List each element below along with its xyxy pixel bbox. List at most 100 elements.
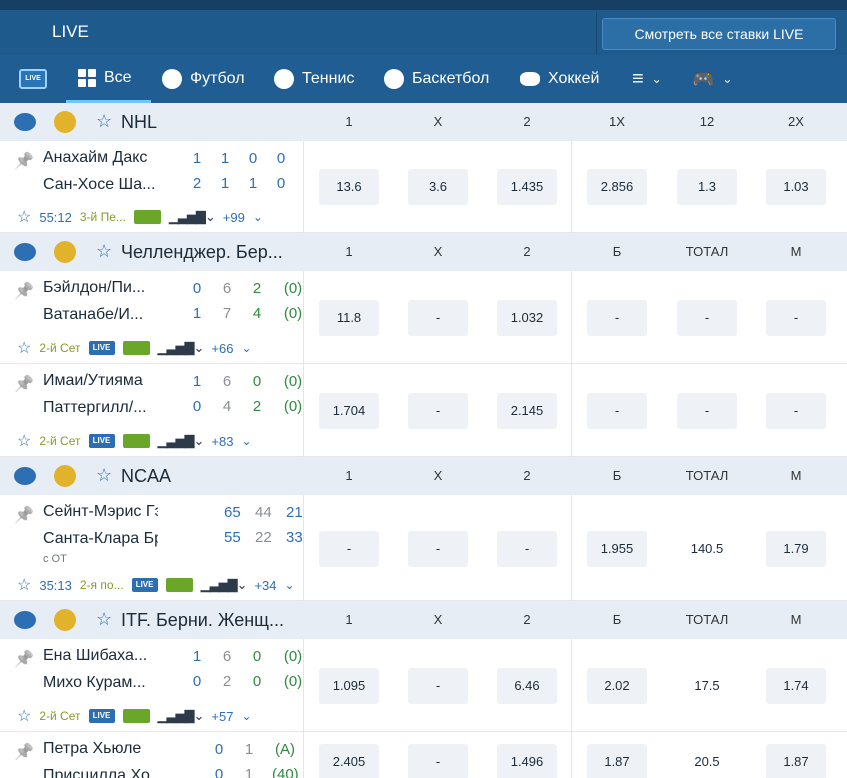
field-icon[interactable] <box>122 341 150 355</box>
odds-cell[interactable]: 1.74 <box>766 667 826 704</box>
field-icon[interactable] <box>122 434 150 448</box>
odds-cell[interactable]: 13.6 <box>319 169 379 205</box>
odds-cell[interactable]: - <box>408 299 468 336</box>
more-markets-link[interactable]: +34 <box>254 577 277 593</box>
odds-cell[interactable]: - <box>319 530 379 567</box>
stats-icon[interactable]: ▁▃▅▇⌄ <box>157 708 205 723</box>
favorite-star-icon[interactable]: ☆ <box>17 433 32 450</box>
odds-cell[interactable]: 1.955 <box>587 530 647 567</box>
column-header: М <box>790 244 802 259</box>
pin-icon[interactable]: 📌 <box>14 153 34 170</box>
odds-cell[interactable]: 140.5 <box>690 540 724 556</box>
odds-cell[interactable]: 6.46 <box>497 667 557 704</box>
odds-cell[interactable]: 1.032 <box>497 299 557 336</box>
pin-icon[interactable]: 📌 <box>14 744 34 761</box>
odds-cell[interactable]: 2.405 <box>319 744 379 778</box>
odds-cell[interactable]: 1.095 <box>319 667 379 704</box>
odds-cell[interactable]: - <box>766 299 826 336</box>
nav-tab-all[interactable]: Все <box>66 55 151 103</box>
column-header: 2 <box>523 612 531 627</box>
nav-tab-football[interactable]: Футбол <box>162 55 245 103</box>
favorite-star-icon[interactable]: ☆ <box>96 609 113 629</box>
favorite-star-icon[interactable]: ☆ <box>17 209 32 226</box>
more-markets-link[interactable]: +99 <box>222 209 245 225</box>
favorite-star-icon[interactable]: ☆ <box>96 241 113 261</box>
nav-tab-hockey-label: Хоккей <box>548 70 600 87</box>
odds-cell[interactable]: - <box>677 392 737 429</box>
odds-cell[interactable]: 2.02 <box>587 667 647 704</box>
team-2-name: Ватанабе/И... <box>43 306 144 323</box>
odds-cell[interactable]: 1.87 <box>587 744 647 778</box>
live-stream-icon[interactable]: LIVE <box>131 578 158 592</box>
pin-icon[interactable]: 📌 <box>14 376 34 393</box>
odds-cell[interactable]: 17.5 <box>694 677 720 693</box>
match-row[interactable]: 📌 Анахайм Дакс Сан-Хосе Ша... 1 1 0 0 2 1 1 0 ☆ 55:1… <box>0 141 847 233</box>
odds-cell[interactable]: - <box>766 392 826 429</box>
odds-cell[interactable]: - <box>408 392 468 429</box>
favorite-star-icon[interactable]: ☆ <box>17 708 32 725</box>
odds-cell[interactable]: - <box>587 392 647 429</box>
live-stream-icon[interactable]: LIVE <box>88 341 115 355</box>
chevron-down-icon[interactable]: ⌄ <box>241 341 252 355</box>
team-1-name: Петра Хьюле <box>43 740 142 757</box>
odds-cell[interactable]: 2.145 <box>497 392 557 429</box>
odds-cell[interactable]: 2.856 <box>587 169 647 205</box>
favorite-star-icon[interactable]: ☆ <box>17 340 32 357</box>
match-row[interactable]: 📌 Бэйлдон/Пи... Ватанабе/И... 0 6 2 (0) 1 7 4 (0) ☆… <box>0 271 847 364</box>
odds-cell[interactable]: - <box>408 667 468 704</box>
match-row[interactable]: 📌 Имаи/Утияма Паттергилл/... 1 6 0 (0) 0 4 2 (0) ☆ 2… <box>0 364 847 457</box>
odds-cell[interactable]: 1.03 <box>766 169 826 205</box>
chevron-down-icon[interactable]: ⌄ <box>241 434 252 448</box>
odds-cell[interactable]: 1.87 <box>766 744 826 778</box>
score-team-2: 7 <box>222 305 232 322</box>
column-header: 1 <box>345 612 353 627</box>
field-icon[interactable] <box>165 578 193 592</box>
more-markets-link[interactable]: +66 <box>211 340 234 356</box>
field-icon[interactable] <box>122 709 150 723</box>
nav-tab-basketball[interactable]: Баскетбол <box>384 55 489 103</box>
odds-cell[interactable]: - <box>587 299 647 336</box>
odds-cell[interactable]: 1.496 <box>497 744 557 778</box>
odds-cell[interactable]: - <box>497 530 557 567</box>
pin-icon[interactable]: 📌 <box>14 507 34 524</box>
odds-cell[interactable]: - <box>408 530 468 567</box>
odds-cell[interactable]: 1.3 <box>677 169 737 205</box>
match-row[interactable]: 📌 Петра Хьюле Присцилла Хо... 0 1 (A) 0 1 (40) 2.… <box>0 732 847 778</box>
odds-cell[interactable]: 1.435 <box>497 169 557 205</box>
esports-menu-button[interactable]: 🎮 ⌄ <box>692 55 732 103</box>
odds-cell[interactable]: 1.79 <box>766 530 826 567</box>
live-badge-icon[interactable]: LIVE <box>19 69 47 89</box>
chevron-down-icon[interactable]: ⌄ <box>252 210 263 224</box>
nav-tab-tennis[interactable]: Теннис <box>274 55 354 103</box>
watch-all-live-button[interactable]: Смотреть все ставки LIVE <box>602 18 836 50</box>
odds-cell[interactable]: - <box>408 744 468 778</box>
more-markets-link[interactable]: +57 <box>211 708 234 724</box>
odds-cell[interactable]: 3.6 <box>408 169 468 205</box>
more-menu-button[interactable]: ≡ ⌄ <box>632 55 662 103</box>
pin-icon[interactable]: 📌 <box>14 651 34 668</box>
stats-icon[interactable]: ▁▃▅▇⌄ <box>200 577 248 592</box>
pin-icon[interactable]: 📌 <box>14 283 34 300</box>
favorite-star-icon[interactable]: ☆ <box>96 111 113 131</box>
stats-icon[interactable]: ▁▃▅▇⌄ <box>168 209 216 224</box>
score-team-1: 0 <box>248 150 258 167</box>
field-icon[interactable] <box>133 210 161 224</box>
odds-cell[interactable]: 1.704 <box>319 392 379 429</box>
odds-cell[interactable]: - <box>677 299 737 336</box>
chevron-down-icon[interactable]: ⌄ <box>241 709 252 723</box>
odds-cell[interactable]: 20.5 <box>694 754 720 769</box>
odds-cell[interactable]: 11.8 <box>319 299 379 336</box>
match-period: 2-й Сет <box>39 709 81 723</box>
match-row[interactable]: 📌 Сейнт-Мэрис Гэ... Санта-Клара Бр... 65 44 2… <box>0 495 847 601</box>
stats-icon[interactable]: ▁▃▅▇⌄ <box>157 340 205 355</box>
match-row[interactable]: 📌 Ена Шибаха... Михо Курам... 1 6 0 (0) 0 2 0 (0) ☆… <box>0 639 847 732</box>
more-markets-link[interactable]: +83 <box>211 433 234 449</box>
favorite-star-icon[interactable]: ☆ <box>17 577 32 594</box>
score-team-1: 44 <box>255 504 272 521</box>
live-stream-icon[interactable]: LIVE <box>88 434 115 448</box>
live-stream-icon[interactable]: LIVE <box>88 709 115 723</box>
nav-tab-hockey[interactable]: Хоккей <box>520 55 599 103</box>
chevron-down-icon[interactable]: ⌄ <box>284 578 295 592</box>
favorite-star-icon[interactable]: ☆ <box>96 465 113 485</box>
stats-icon[interactable]: ▁▃▅▇⌄ <box>157 433 205 448</box>
